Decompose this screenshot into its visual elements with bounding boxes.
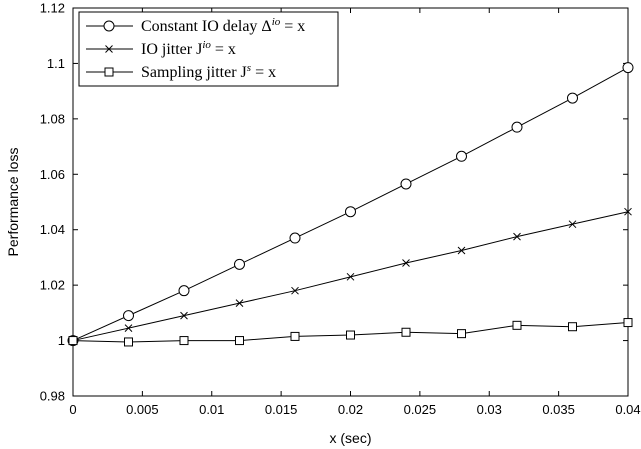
legend-label: Sampling jitter Js = x bbox=[141, 62, 276, 81]
data-point-square bbox=[290, 331, 300, 341]
data-point-square bbox=[457, 329, 466, 339]
x-tick-label: 0.04 bbox=[615, 402, 640, 417]
x-axis-title: x (sec) bbox=[330, 430, 372, 446]
data-point-circle bbox=[123, 310, 134, 322]
y-tick-label: 1.04 bbox=[40, 222, 65, 237]
data-point-circle bbox=[345, 206, 356, 218]
y-tick-label: 1.08 bbox=[40, 111, 65, 126]
axes-group: 0 0.005 0.01 0.015 0.02 0.025 0.03 0.035 0.04 0.9… bbox=[40, 1, 641, 418]
data-point-square bbox=[124, 337, 133, 347]
y-tick-label: 1.12 bbox=[40, 1, 65, 16]
data-point-x bbox=[124, 324, 133, 332]
data-point-x bbox=[457, 246, 466, 255]
series-group bbox=[67, 62, 634, 347]
data-point-circle bbox=[289, 232, 301, 244]
data-point-x bbox=[568, 220, 577, 229]
data-point-circle bbox=[567, 92, 578, 104]
data-point-square bbox=[346, 330, 355, 340]
data-point-square bbox=[179, 336, 189, 346]
series-line bbox=[72, 67, 629, 342]
x-tick-label: 0.005 bbox=[126, 402, 159, 417]
data-point-circle bbox=[400, 178, 412, 190]
series-square bbox=[68, 318, 633, 347]
data-point-circle bbox=[178, 285, 190, 297]
data-point-x bbox=[291, 286, 299, 295]
data-point-x bbox=[624, 207, 632, 216]
x-tick-label: 0.02 bbox=[338, 402, 363, 417]
x-tick-label: 0.015 bbox=[265, 402, 298, 417]
legend-item-x: IO jitter Jio = x bbox=[86, 39, 236, 58]
legend-label: IO jitter Jio = x bbox=[141, 39, 236, 58]
x-tick-label: 0.025 bbox=[404, 402, 437, 417]
legend-marker-x bbox=[105, 45, 113, 53]
legend-label: Constant IO delay Δio = x bbox=[141, 16, 305, 35]
y-axis-title: Performance loss bbox=[5, 148, 21, 257]
data-point-x bbox=[513, 232, 521, 241]
series-circle bbox=[67, 62, 634, 347]
data-point-x bbox=[180, 311, 188, 320]
data-point-square bbox=[623, 318, 633, 328]
data-point-x bbox=[346, 272, 355, 281]
x-tick-label: 0.03 bbox=[477, 402, 502, 417]
legend-item-circle: Constant IO delay Δio = x bbox=[86, 16, 305, 35]
data-point-square bbox=[401, 327, 411, 337]
x-tick-label: 0.035 bbox=[542, 402, 575, 417]
x-tick-label: 0.01 bbox=[199, 402, 224, 417]
y-tick-label: 1 bbox=[58, 333, 65, 348]
series-x bbox=[69, 207, 632, 345]
data-point-square bbox=[512, 320, 522, 330]
data-point-circle bbox=[622, 62, 634, 74]
data-point-square bbox=[68, 336, 78, 346]
y-tick-label: 1.06 bbox=[40, 167, 65, 182]
data-point-circle bbox=[456, 150, 467, 162]
data-point-square bbox=[568, 322, 577, 332]
y-tick-label: 1.02 bbox=[40, 278, 65, 293]
y-tick-label: 0.98 bbox=[40, 389, 65, 404]
legend: Constant IO delay Δio = x IO jitter Jio =… bbox=[78, 11, 339, 87]
data-point-circle bbox=[234, 258, 245, 270]
data-point-square bbox=[235, 336, 244, 346]
legend-marker-square bbox=[104, 67, 114, 77]
data-point-x bbox=[235, 299, 244, 308]
data-point-x bbox=[402, 259, 410, 267]
data-point-circle bbox=[511, 121, 523, 133]
legend-item-square: Sampling jitter Js = x bbox=[86, 62, 276, 81]
x-tick-label: 0 bbox=[69, 402, 76, 417]
y-tick-label: 1.1 bbox=[47, 56, 65, 71]
legend-marker-circle bbox=[103, 20, 115, 32]
